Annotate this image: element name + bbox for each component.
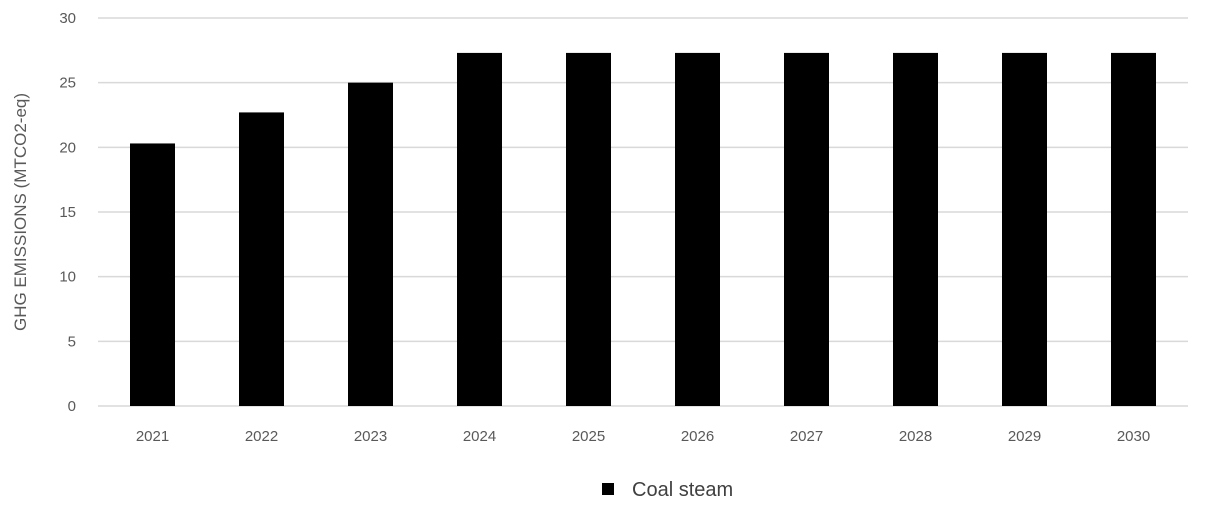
bar-2029: [1002, 52, 1047, 407]
y-tick-label: 15: [59, 204, 76, 221]
bar-2024: [457, 52, 502, 407]
bar-2022: [239, 112, 284, 406]
legend-swatch-coal-steam: [602, 483, 614, 495]
x-tick-label: 2024: [463, 428, 496, 445]
y-tick-label: 20: [59, 139, 76, 156]
x-tick-label: 2029: [1008, 428, 1041, 445]
x-tick-label: 2028: [899, 428, 932, 445]
y-tick-label: 10: [59, 269, 76, 286]
bar-2025: [566, 52, 611, 407]
y-axis-title: GHG EMISSIONS (MTCO2-eq): [11, 93, 30, 331]
bar-2021: [130, 143, 175, 406]
x-tick-label: 2025: [572, 428, 605, 445]
bar-2028: [893, 52, 938, 407]
bar-2023: [348, 82, 393, 407]
y-axis-ticks: 0 5 10 15 20 25 30: [59, 10, 76, 415]
bar-2030: [1111, 52, 1156, 407]
y-tick-label: 5: [68, 333, 76, 350]
legend: Coal steam: [602, 479, 733, 501]
y-tick-label: 0: [68, 398, 76, 415]
x-tick-label: 2026: [681, 428, 714, 445]
x-tick-label: 2027: [790, 428, 823, 445]
x-tick-label: 2023: [354, 428, 387, 445]
x-tick-label: 2030: [1117, 428, 1150, 445]
x-tick-label: 2022: [245, 428, 278, 445]
x-axis-ticks: 2021 2022 2023 2024 2025 2026 2027 2028 2029 2030: [136, 428, 1150, 445]
legend-label-coal-steam: Coal steam: [632, 479, 733, 501]
bars: [130, 52, 1156, 407]
bar-2027: [784, 52, 829, 407]
bar-2026: [675, 52, 720, 407]
x-tick-label: 2021: [136, 428, 169, 445]
y-tick-label: 30: [59, 10, 76, 27]
y-tick-label: 25: [59, 75, 76, 92]
